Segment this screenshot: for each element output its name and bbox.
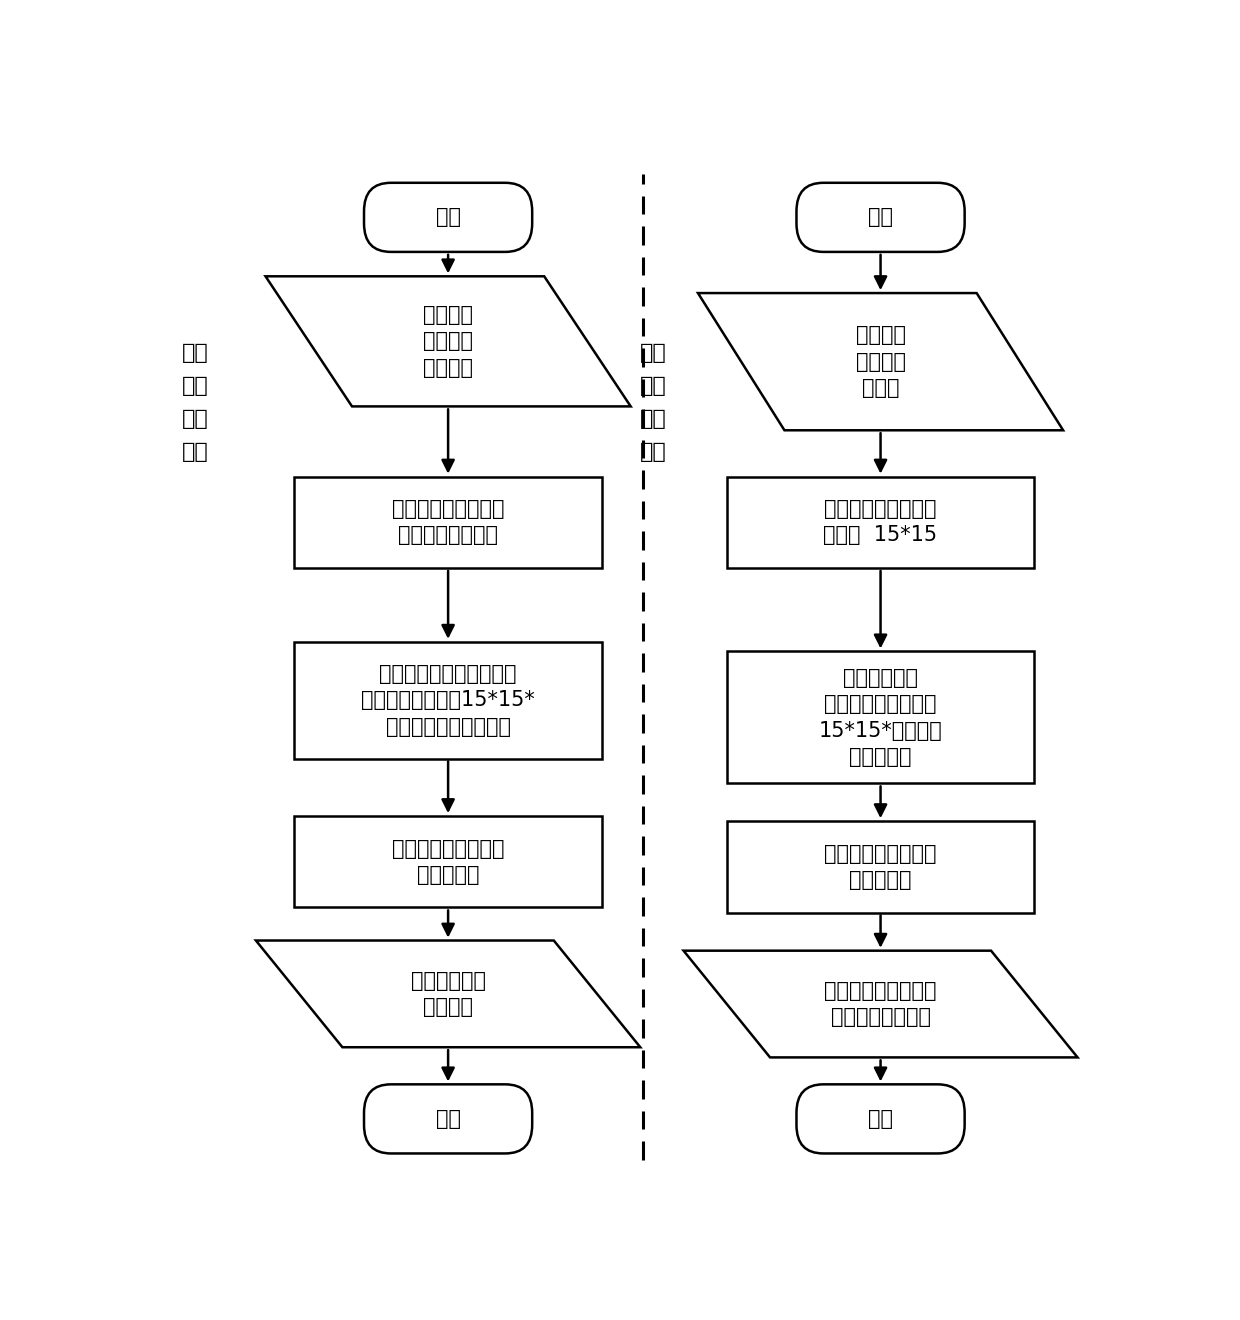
Text: 将所有光谱的
感兴趣区域组装成为
15*15*光谱数量
的输入图像: 将所有光谱的 感兴趣区域组装成为 15*15*光谱数量 的输入图像 [818, 668, 942, 767]
Bar [727, 821, 1034, 912]
Bar [294, 642, 601, 759]
FancyBboxPatch shape [365, 1084, 532, 1154]
Polygon shape [683, 950, 1078, 1057]
Text: 使用三维卷积神经网
络进行训练: 使用三维卷积神经网 络进行训练 [392, 838, 505, 884]
Text: 结束: 结束 [868, 1109, 893, 1129]
FancyBboxPatch shape [796, 1084, 965, 1154]
Text: 使用三维卷积神经网
络进行判别: 使用三维卷积神经网 络进行判别 [825, 843, 936, 890]
Text: 开始: 开始 [435, 207, 460, 227]
Text: 获取多光
谱激发荧
光图像: 获取多光 谱激发荧 光图像 [856, 325, 905, 399]
Text: 神经
网络
训练
模块: 神经 网络 训练 模块 [182, 343, 208, 462]
Polygon shape [265, 276, 631, 407]
Bar [727, 651, 1034, 784]
Text: 统一划分初始感兴趣
区域：  15*15: 统一划分初始感兴趣 区域： 15*15 [823, 499, 937, 545]
Polygon shape [698, 293, 1063, 430]
Text: 获得多光谱激发荧光
有效区域分割结果: 获得多光谱激发荧光 有效区域分割结果 [825, 981, 936, 1027]
Polygon shape [255, 941, 640, 1047]
Text: 将每组数据中的多光谱激
发荧光感兴趣区域15*15*
光谱数量作为输入图像: 将每组数据中的多光谱激 发荧光感兴趣区域15*15* 光谱数量作为输入图像 [361, 664, 534, 737]
Text: 获取卷积
神经网络
训练数据: 获取卷积 神经网络 训练数据 [423, 305, 474, 378]
Bar [727, 477, 1034, 568]
Text: 结束: 结束 [435, 1109, 460, 1129]
Text: 开始: 开始 [868, 207, 893, 227]
FancyBboxPatch shape [796, 182, 965, 252]
Text: 荧光
区域
分割
模块: 荧光 区域 分割 模块 [640, 343, 666, 462]
FancyBboxPatch shape [365, 182, 532, 252]
Bar [294, 816, 601, 907]
Text: 获得三维卷积
神经网络: 获得三维卷积 神经网络 [410, 970, 486, 1018]
Text: 将每组数据中的自发
荧光作为真实结果: 将每组数据中的自发 荧光作为真实结果 [392, 499, 505, 545]
Bar [294, 477, 601, 568]
